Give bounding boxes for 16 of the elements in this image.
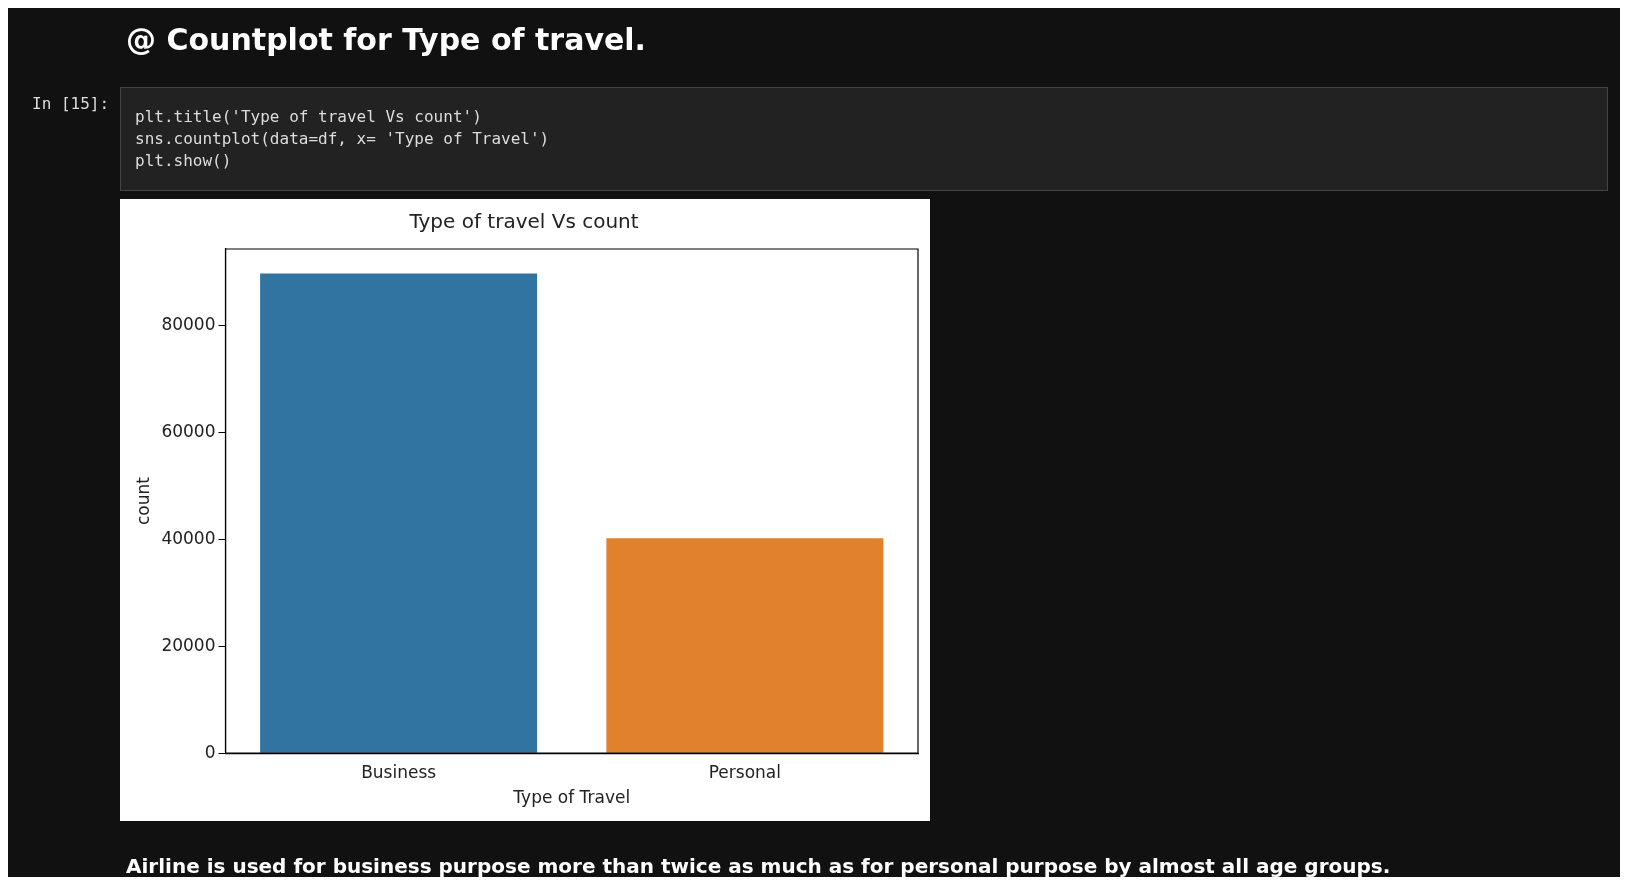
x-tick-label: Personal: [708, 761, 782, 782]
text: sns.countplot(data=df, x= 'Type of Travel'): [135, 128, 551, 150]
x-axis-title: Type of Travel: [512, 787, 631, 808]
x-tick-label: Business: [361, 761, 437, 782]
text: plt.title('Type of travel Vs count'): [135, 106, 483, 128]
y-tick-label: 40000: [161, 527, 216, 548]
text: plt.show(): [135, 150, 233, 172]
y-tick-label: 80000: [161, 313, 216, 334]
text: Airline is used for business purpose more than twice as much as for personal purpose by almost all age groups.: [126, 854, 1391, 878]
y-tick-label: 20000: [161, 634, 216, 655]
y-tick-label: 60000: [161, 420, 216, 441]
text: In [15]:: [32, 94, 110, 113]
y-tick-label: 0: [204, 741, 216, 762]
text: @ Countplot for Type of travel.: [126, 22, 646, 57]
y-axis-title: count: [132, 476, 153, 526]
chart-title: Type of travel Vs count: [408, 209, 639, 234]
